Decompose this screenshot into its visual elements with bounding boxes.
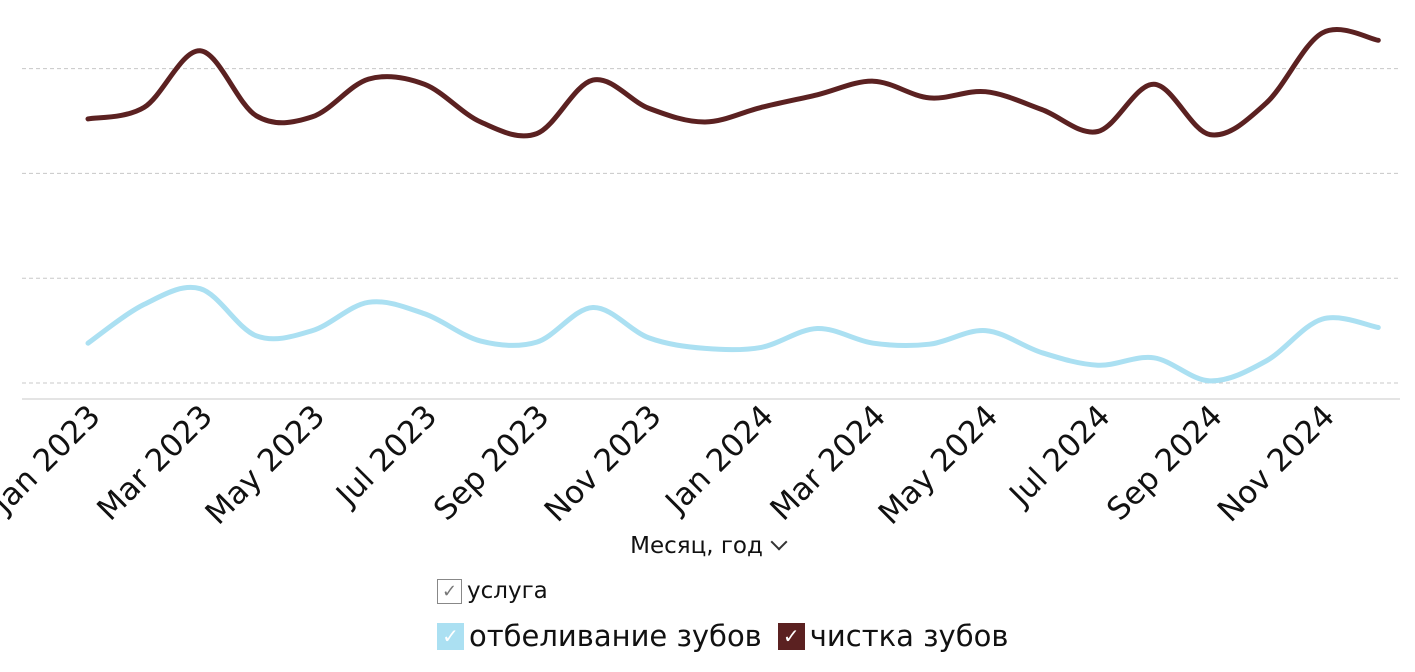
x-tick-label: May 2024 bbox=[872, 398, 1006, 532]
data-point bbox=[983, 328, 989, 334]
data-point bbox=[1319, 30, 1325, 36]
data-point bbox=[702, 345, 708, 351]
data-point bbox=[1151, 81, 1157, 87]
legend: ✓ услуга ✓ отбеливание зубов ✓ чистка зу… bbox=[437, 574, 1024, 653]
data-point bbox=[646, 335, 652, 341]
data-point bbox=[534, 339, 540, 345]
x-tick-label: Jul 2024 bbox=[1001, 398, 1117, 514]
data-point bbox=[478, 119, 484, 125]
x-tick-label: Sep 2023 bbox=[427, 398, 557, 528]
data-point bbox=[870, 78, 876, 84]
checkbox-icon[interactable]: ✓ bbox=[437, 578, 462, 604]
series-lines bbox=[85, 27, 1381, 384]
series-line-whitening bbox=[85, 284, 1381, 384]
data-point bbox=[197, 48, 203, 54]
data-point bbox=[1375, 324, 1381, 330]
x-axis-title-dropdown[interactable]: Месяц, год bbox=[0, 533, 1415, 559]
data-point bbox=[758, 344, 764, 350]
data-point bbox=[1263, 100, 1269, 106]
data-point bbox=[814, 92, 820, 98]
data-point bbox=[1207, 378, 1213, 384]
data-point bbox=[141, 301, 147, 307]
data-point bbox=[646, 105, 652, 111]
data-point bbox=[927, 95, 933, 101]
data-point bbox=[422, 81, 428, 87]
x-tick-label: Sep 2024 bbox=[1100, 398, 1230, 528]
x-tick-label: Jan 2024 bbox=[657, 398, 780, 521]
data-point bbox=[309, 328, 315, 334]
data-point bbox=[197, 286, 203, 292]
check-icon[interactable]: ✓ bbox=[777, 622, 805, 650]
data-point bbox=[1151, 355, 1157, 361]
x-tick-label: Nov 2024 bbox=[1211, 398, 1342, 529]
data-point bbox=[983, 89, 989, 95]
data-point bbox=[1039, 106, 1045, 112]
legend-title: услуга bbox=[467, 578, 548, 604]
data-point bbox=[85, 116, 91, 122]
data-point bbox=[253, 113, 259, 119]
data-point bbox=[702, 119, 708, 125]
data-point bbox=[141, 104, 147, 110]
data-point bbox=[1095, 128, 1101, 134]
data-point bbox=[1039, 350, 1045, 356]
x-axis-title-label: Месяц, год bbox=[630, 533, 763, 559]
x-tick-label: Nov 2023 bbox=[538, 398, 669, 529]
data-point bbox=[814, 326, 820, 332]
data-point bbox=[422, 311, 428, 317]
chevron-down-icon bbox=[770, 533, 788, 551]
data-point bbox=[927, 341, 933, 347]
data-point bbox=[366, 76, 372, 82]
legend-item-cleaning[interactable]: ✓ чистка зубов bbox=[777, 619, 1009, 653]
data-point bbox=[1207, 132, 1213, 138]
data-point bbox=[590, 305, 596, 311]
x-tick-label: Jul 2023 bbox=[328, 398, 444, 514]
data-point bbox=[1319, 316, 1325, 322]
gridlines bbox=[22, 68, 1400, 384]
data-point bbox=[253, 333, 259, 339]
data-point bbox=[1375, 37, 1381, 43]
legend-title-toggle[interactable]: ✓ услуга bbox=[437, 574, 1024, 608]
data-point bbox=[590, 77, 596, 83]
data-point bbox=[85, 340, 91, 346]
data-point bbox=[1095, 362, 1101, 368]
legend-item-label: чистка зубов bbox=[809, 619, 1009, 653]
check-icon[interactable]: ✓ bbox=[437, 622, 464, 650]
data-point bbox=[870, 340, 876, 346]
data-point bbox=[309, 114, 315, 120]
legend-item-whitening[interactable]: ✓ отбеливание зубов bbox=[437, 619, 762, 653]
data-point bbox=[478, 338, 484, 344]
data-point bbox=[758, 104, 764, 110]
legend-item-label: отбеливание зубов bbox=[469, 619, 762, 653]
data-point bbox=[366, 299, 372, 305]
data-point bbox=[1263, 358, 1269, 364]
data-point bbox=[534, 131, 540, 137]
series-line-cleaning bbox=[85, 27, 1381, 139]
x-tick-label: May 2023 bbox=[199, 398, 333, 532]
